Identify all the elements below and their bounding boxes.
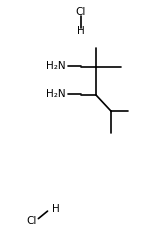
Text: H: H xyxy=(52,204,60,214)
Text: H₂N: H₂N xyxy=(46,61,66,71)
Text: Cl: Cl xyxy=(26,216,37,226)
Text: Cl: Cl xyxy=(75,8,86,18)
Text: H₂N: H₂N xyxy=(46,90,66,100)
Text: H: H xyxy=(77,26,84,36)
